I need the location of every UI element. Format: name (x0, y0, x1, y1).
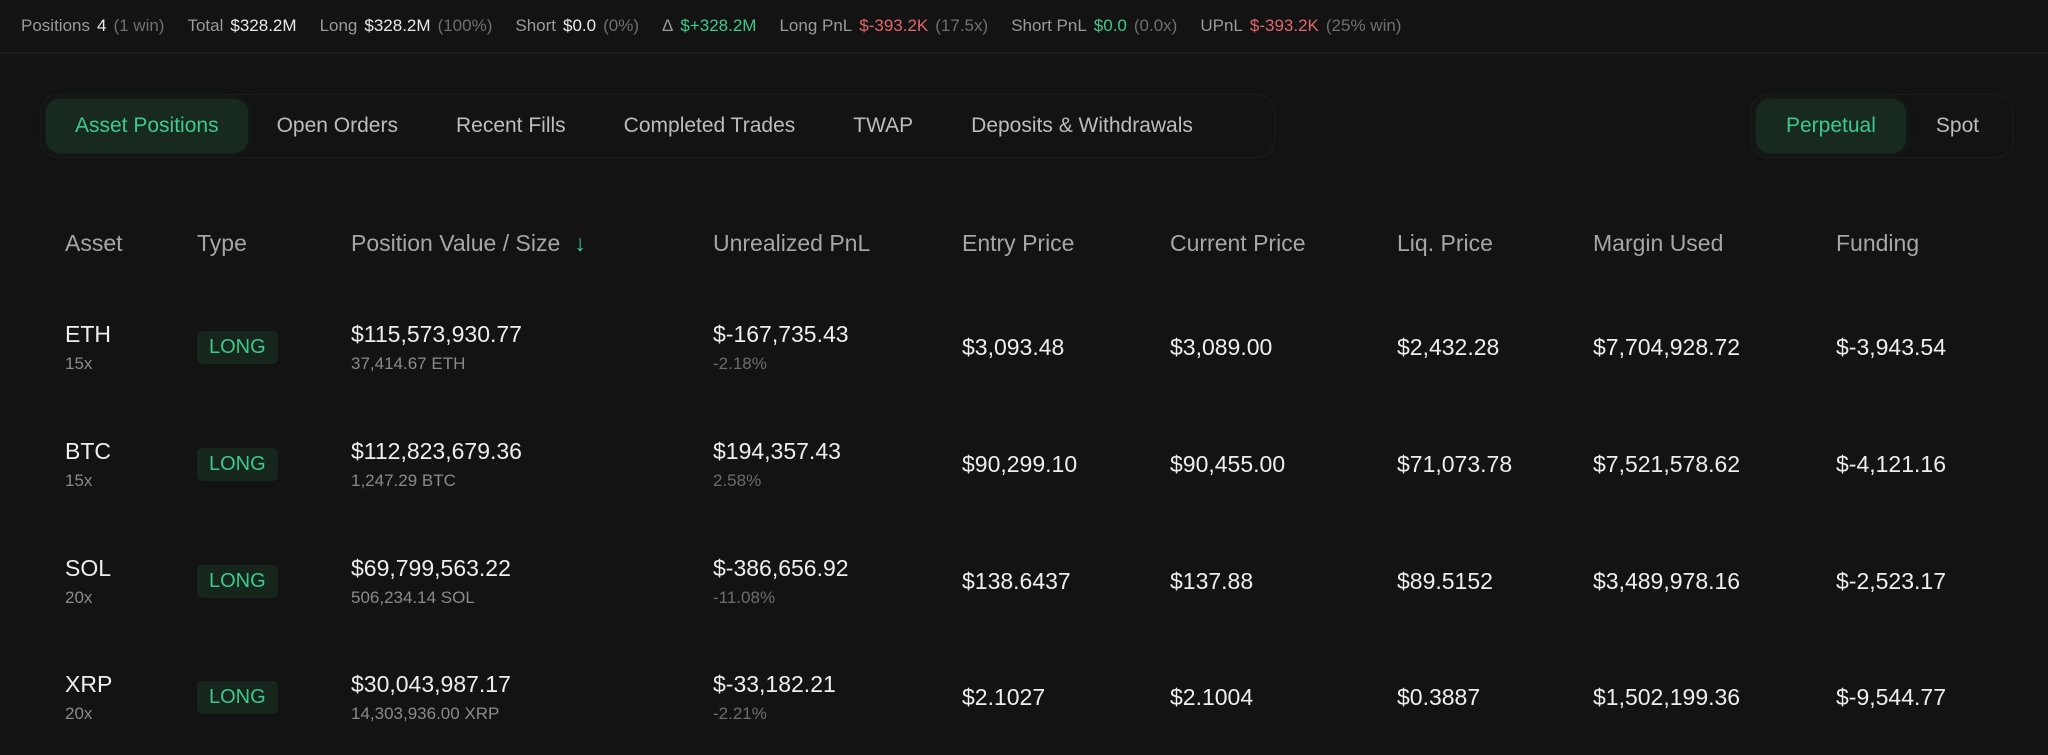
header-type[interactable]: Type (197, 230, 247, 256)
pnl-percent: -2.18% (713, 353, 767, 373)
pnl-percent: -11.08% (713, 587, 776, 607)
tab-spot[interactable]: Spot (1935, 114, 1980, 137)
margin-used: $7,521,578.62 (1593, 450, 1741, 477)
asset-cell: ETH 15x (65, 289, 111, 405)
asset-name[interactable]: BTC (65, 437, 111, 464)
leverage: 20x (65, 587, 93, 607)
position-size: 1,247.29 BTC (351, 470, 456, 490)
market-toggle: Perpetual Spot (1750, 94, 2014, 158)
type-badge: LONG (197, 564, 278, 598)
pnl-cell: $-33,182.21 -2.21% (713, 639, 836, 755)
current-price: $90,455.00 (1170, 450, 1286, 477)
entry-price: $138.6437 (962, 567, 1071, 594)
entry-price: $90,299.10 (962, 450, 1078, 477)
type-badge: LONG (197, 330, 278, 364)
funding: $-9,544.77 (1836, 683, 1946, 710)
unrealized-pnl: $194,357.43 (713, 437, 841, 464)
tab-open-orders[interactable]: Open Orders (276, 114, 398, 137)
position-size: 37,414.67 ETH (351, 353, 466, 373)
leverage: 20x (65, 703, 93, 723)
header-position-value[interactable]: Position Value / Size ↓ (351, 230, 586, 256)
pnl-percent: 2.58% (713, 470, 762, 490)
leverage: 15x (65, 470, 93, 490)
header-asset[interactable]: Asset (65, 230, 123, 256)
asset-cell: BTC 15x (65, 406, 111, 522)
tab-recent-fills[interactable]: Recent Fills (455, 114, 566, 137)
type-badge: LONG (197, 680, 278, 714)
position-value-cell: $30,043,987.17 14,303,936.00 XRP (351, 639, 511, 755)
stat-delta: Δ $+328.2M (662, 16, 757, 35)
liq-price: $0.3887 (1397, 683, 1481, 710)
pnl-cell: $-386,656.92 -11.08% (713, 523, 849, 639)
view-tabs: Asset Positions Open Orders Recent Fills… (40, 94, 1275, 158)
table-row[interactable]: XRP 20x LONG $30,043,987.17 14,303,936.00 … (0, 639, 2048, 755)
stat-upnl: UPnL $-393.2K (25% win) (1200, 16, 1402, 35)
pnl-cell: $194,357.43 2.58% (713, 406, 841, 522)
type-cell: LONG (197, 523, 278, 639)
type-badge: LONG (197, 447, 278, 481)
tab-completed-trades[interactable]: Completed Trades (623, 114, 796, 137)
funding: $-2,523.17 (1836, 567, 1946, 594)
tab-deposits-withdrawals[interactable]: Deposits & Withdrawals (971, 114, 1193, 137)
type-cell: LONG (197, 639, 278, 755)
header-current-price[interactable]: Current Price (1170, 230, 1306, 256)
funding: $-4,121.16 (1836, 450, 1946, 477)
header-liq-price[interactable]: Liq. Price (1397, 230, 1493, 256)
table-row[interactable]: SOL 20x LONG $69,799,563.22 506,234.14 SOL… (0, 523, 2048, 639)
current-price: $137.88 (1170, 567, 1254, 594)
position-value: $69,799,563.22 (351, 554, 511, 581)
asset-cell: SOL 20x (65, 523, 111, 639)
position-size: 14,303,936.00 XRP (351, 703, 500, 723)
asset-cell: XRP 20x (65, 639, 112, 755)
summary-bar: Positions 4 (1 win) Total $328.2M Long $328.… (0, 0, 2048, 54)
tab-asset-positions[interactable]: Asset Positions (46, 99, 248, 153)
position-value: $30,043,987.17 (351, 670, 511, 697)
current-price: $3,089.00 (1170, 333, 1273, 360)
pnl-percent: -2.21% (713, 703, 767, 723)
table-row[interactable]: BTC 15x LONG $112,823,679.36 1,247.29 BTC … (0, 406, 2048, 522)
stat-long-pnl: Long PnL $-393.2K (17.5x) (779, 16, 989, 35)
header-funding[interactable]: Funding (1836, 230, 1920, 256)
header-entry-price[interactable]: Entry Price (962, 230, 1075, 256)
header-margin-used[interactable]: Margin Used (1593, 230, 1724, 256)
stat-short: Short $0.0 (0%) (515, 16, 640, 35)
leverage: 15x (65, 353, 93, 373)
margin-used: $3,489,978.16 (1593, 567, 1741, 594)
position-size: 506,234.14 SOL (351, 587, 475, 607)
funding: $-3,943.54 (1836, 333, 1946, 360)
tab-twap[interactable]: TWAP (853, 114, 914, 137)
asset-name[interactable]: ETH (65, 320, 111, 347)
type-cell: LONG (197, 289, 278, 405)
entry-price: $3,093.48 (962, 333, 1065, 360)
unrealized-pnl: $-386,656.92 (713, 554, 849, 581)
type-cell: LONG (197, 406, 278, 522)
position-value-cell: $69,799,563.22 506,234.14 SOL (351, 523, 511, 639)
position-value: $115,573,930.77 (351, 320, 522, 347)
stat-total: Total $328.2M (187, 16, 297, 35)
entry-price: $2.1027 (962, 683, 1046, 710)
table-row[interactable]: ETH 15x LONG $115,573,930.77 37,414.67 ETH… (0, 289, 2048, 405)
stat-short-pnl: Short PnL $0.0 (0.0x) (1011, 16, 1178, 35)
margin-used: $1,502,199.36 (1593, 683, 1741, 710)
unrealized-pnl: $-167,735.43 (713, 320, 849, 347)
asset-name[interactable]: XRP (65, 670, 113, 697)
stat-long: Long $328.2M (100%) (319, 16, 493, 35)
header-unrealized-pnl[interactable]: Unrealized PnL (713, 230, 871, 256)
current-price: $2.1004 (1170, 683, 1254, 710)
position-value: $112,823,679.36 (351, 437, 522, 464)
stat-positions: Positions 4 (1 win) (21, 16, 165, 35)
margin-used: $7,704,928.72 (1593, 333, 1741, 360)
arrow-down-icon: ↓ (574, 230, 586, 256)
liq-price: $89.5152 (1397, 567, 1493, 594)
position-value-cell: $112,823,679.36 1,247.29 BTC (351, 406, 522, 522)
liq-price: $71,073.78 (1397, 450, 1513, 477)
liq-price: $2,432.28 (1397, 333, 1500, 360)
unrealized-pnl: $-33,182.21 (713, 670, 836, 697)
tab-perpetual[interactable]: Perpetual (1756, 99, 1906, 153)
position-value-cell: $115,573,930.77 37,414.67 ETH (351, 289, 522, 405)
asset-name[interactable]: SOL (65, 554, 112, 581)
pnl-cell: $-167,735.43 -2.18% (713, 289, 849, 405)
